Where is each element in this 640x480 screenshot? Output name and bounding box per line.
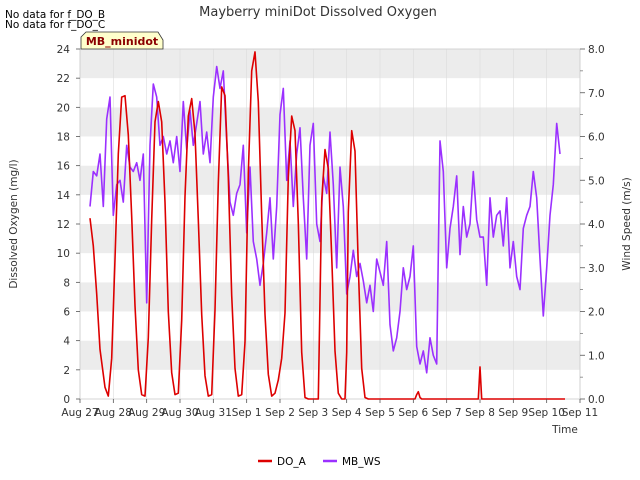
left-axis-label: Dissolved Oxygen (mg/l) bbox=[8, 159, 20, 288]
right-axis-ticks: 0.0 1.0 2.0 3.0 4.0 5.0 6.0 7.0 8.0 bbox=[580, 44, 605, 406]
legend-label-mb-ws: MB_WS bbox=[342, 456, 381, 468]
x-tick-label: Sep 9 bbox=[498, 407, 528, 419]
grid-band bbox=[80, 78, 580, 108]
right-tick-label: 7.0 bbox=[588, 88, 605, 100]
x-tick-label: Sep 4 bbox=[332, 407, 362, 419]
left-tick-label: 14 bbox=[57, 190, 71, 202]
site-label: MB_minidot bbox=[86, 35, 158, 48]
x-tick-label: Aug 28 bbox=[95, 407, 132, 419]
left-tick-label: 18 bbox=[57, 132, 70, 144]
x-tick-label: Aug 31 bbox=[195, 407, 232, 419]
left-tick-label: 24 bbox=[57, 44, 71, 56]
left-tick-label: 22 bbox=[57, 73, 70, 85]
x-tick-label: Sep 5 bbox=[365, 407, 395, 419]
left-tick-label: 2 bbox=[63, 365, 70, 377]
x-tick-label: Aug 29 bbox=[128, 407, 165, 419]
grid-band bbox=[80, 369, 580, 399]
left-tick-label: 6 bbox=[63, 307, 70, 319]
left-tick-label: 12 bbox=[57, 219, 70, 231]
x-tick-label: Sep 2 bbox=[265, 407, 295, 419]
x-tick-label: Sep 7 bbox=[432, 407, 462, 419]
left-tick-label: 10 bbox=[57, 248, 70, 260]
series-line-mb-ws bbox=[89, 65, 561, 374]
left-tick-label: 20 bbox=[57, 102, 70, 114]
right-tick-label: 4.0 bbox=[588, 219, 605, 231]
right-tick-label: 2.0 bbox=[588, 307, 605, 319]
no-data-note-1: No data for f_DO_B bbox=[5, 9, 105, 21]
x-tick-label: Sep 11 bbox=[562, 407, 599, 419]
right-tick-label: 0.0 bbox=[588, 394, 605, 406]
x-tick-label: Sep 1 bbox=[232, 407, 262, 419]
site-label-box: MB_minidot bbox=[80, 31, 164, 50]
right-tick-label: 8.0 bbox=[588, 44, 605, 56]
grid-band bbox=[80, 311, 580, 341]
grid-band bbox=[80, 340, 580, 370]
legend: DO_A MB_WS bbox=[258, 456, 381, 468]
grid-band bbox=[80, 282, 580, 312]
grid-band bbox=[80, 49, 580, 79]
x-tick-label: Sep 6 bbox=[398, 407, 428, 419]
no-data-note-2: No data for f_DO_C bbox=[5, 19, 105, 31]
right-tick-label: 5.0 bbox=[588, 175, 605, 187]
x-tick-label: Aug 27 bbox=[61, 407, 98, 419]
series-line-do-a bbox=[89, 51, 565, 400]
chart-title: Mayberry miniDot Dissolved Oxygen bbox=[199, 5, 437, 20]
grid-band bbox=[80, 253, 580, 283]
x-tick-label: Sep 10 bbox=[528, 407, 565, 419]
x-axis-label: Time bbox=[551, 424, 578, 436]
right-tick-label: 1.0 bbox=[588, 350, 605, 362]
left-tick-label: 8 bbox=[63, 277, 70, 289]
x-tick-label: Aug 30 bbox=[161, 407, 198, 419]
series-layer bbox=[89, 51, 565, 400]
left-tick-label: 16 bbox=[57, 161, 71, 173]
right-axis-label: Wind Speed (m/s) bbox=[621, 177, 633, 270]
right-tick-label: 3.0 bbox=[588, 263, 605, 275]
left-tick-label: 4 bbox=[63, 336, 70, 348]
grid-band bbox=[80, 165, 580, 195]
x-tick-label: Sep 8 bbox=[465, 407, 495, 419]
legend-label-do-a: DO_A bbox=[277, 456, 307, 468]
right-tick-label: 6.0 bbox=[588, 132, 605, 144]
left-tick-label: 0 bbox=[63, 394, 70, 406]
x-tick-label: Sep 3 bbox=[298, 407, 328, 419]
